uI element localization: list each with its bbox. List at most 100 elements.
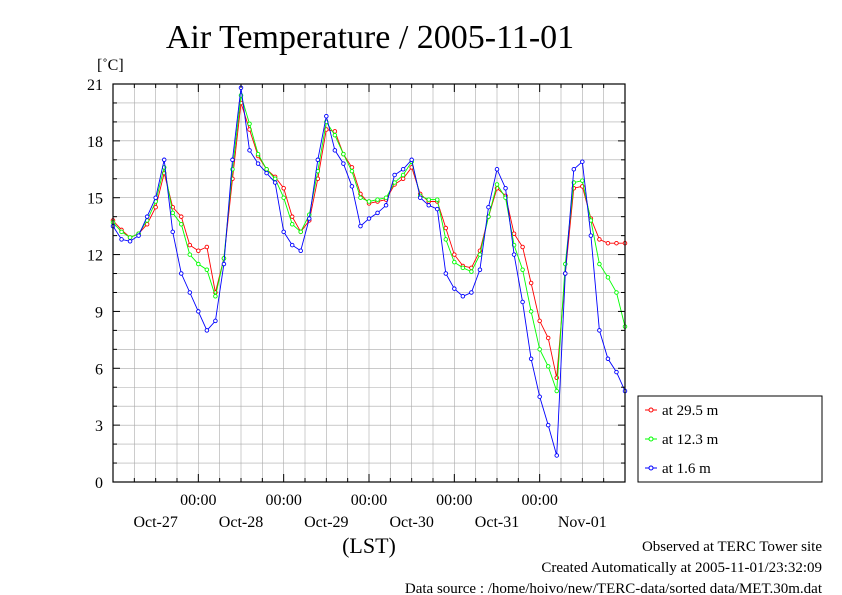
data-point [477,267,483,272]
footer-line-3: Data source : /home/hoivo/new/TERC-data/… [405,581,823,595]
data-point [119,229,124,235]
series-layer [110,85,628,458]
data-point [332,148,338,153]
data-point [375,210,380,216]
data-point [127,239,133,244]
data-point [247,121,252,127]
data-point [289,214,295,219]
data-point [170,229,175,235]
data-point [289,221,295,227]
data-point [383,203,389,208]
y-tick-label: 9 [95,304,103,321]
data-point [127,235,133,240]
data-point [426,197,431,202]
data-point [486,204,491,210]
legend-box [637,395,823,483]
data-point [153,204,158,210]
data-point [213,318,218,324]
data-point [281,195,286,200]
legend-label: at 1.6 m [662,461,711,477]
data-point [528,280,534,286]
data-point [460,265,466,271]
data-point [494,167,500,172]
data-point [452,259,457,265]
data-point [247,148,252,153]
data-point [477,252,483,257]
x-date-label: Oct-29 [304,514,348,531]
data-point [366,216,372,221]
data-point [179,214,184,219]
data-point [580,159,585,164]
data-point [605,275,611,280]
x-axis-label: (LST) [342,533,396,558]
data-point [417,195,423,200]
data-point [554,453,559,458]
data-point [426,203,431,208]
legend-label: at 29.5 m [662,403,719,419]
data-point [204,267,210,272]
data-point [511,231,517,236]
data-point [153,195,158,200]
data-point [281,185,286,191]
data-point [537,394,542,399]
data-point [520,299,525,305]
data-point [511,252,517,257]
data-point [503,185,508,191]
data-point [187,242,193,248]
x-time-label: 00:00 [180,492,216,509]
data-point [614,290,619,295]
data-point [272,180,278,185]
data-point [460,294,466,299]
data-point [161,157,167,163]
data-point [255,151,261,157]
data-point [537,347,542,352]
data-point [341,161,346,166]
data-point [563,271,568,276]
data-point [230,157,235,163]
y-tick-label: 12 [87,248,103,265]
data-point [452,286,457,291]
data-point [614,369,619,375]
x-date-label: Nov-01 [558,514,607,531]
legend-marker [648,407,654,413]
data-point [298,229,303,235]
data-point [520,244,525,250]
data-point [179,271,184,276]
data-point [136,233,141,238]
legend: at 29.5 m at 12.3 m at 1.6 m [637,395,823,483]
grid-lines [113,84,625,482]
legend-marker [648,465,654,471]
data-point [170,210,175,216]
data-point [196,309,201,314]
data-point [358,223,363,229]
footer-line-2: Created Automatically at 2005-11-01/23:3… [541,560,822,576]
data-point [545,335,551,341]
x-date-label: Oct-31 [475,514,519,531]
data-point [349,168,355,174]
data-point [213,294,218,299]
data-point [196,261,201,267]
data-point [298,248,303,254]
y-tick-label: 0 [95,475,103,492]
data-point [400,176,406,182]
chart-title: Air Temperature / 2005-11-01 [166,19,574,56]
data-point [187,290,193,295]
data-point [443,271,449,276]
x-date-label: Oct-30 [389,514,433,531]
data-point [349,184,355,189]
data-point [520,267,525,272]
data-point [588,233,594,238]
legend-items: at 29.5 m at 12.3 m at 1.6 m [645,403,719,477]
data-point [272,176,278,182]
data-point [204,328,210,333]
data-point [221,261,227,267]
data-point [597,328,602,333]
data-point [307,216,312,221]
data-point [289,242,295,248]
y-tick-labels: 0 3 6 9 12 15 18 21 [87,77,103,492]
data-point [443,237,449,242]
data-point [597,237,602,242]
data-point [554,388,559,394]
